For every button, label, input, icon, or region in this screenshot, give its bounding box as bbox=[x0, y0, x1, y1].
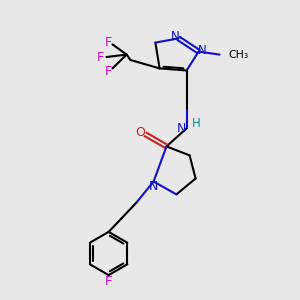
Text: N: N bbox=[198, 44, 207, 57]
Text: F: F bbox=[105, 275, 112, 288]
Text: O: O bbox=[135, 126, 145, 140]
Text: CH₃: CH₃ bbox=[229, 50, 249, 60]
Text: F: F bbox=[104, 36, 112, 49]
Text: N: N bbox=[149, 180, 158, 194]
Text: N: N bbox=[170, 30, 179, 44]
Text: F: F bbox=[105, 65, 112, 78]
Text: F: F bbox=[97, 51, 104, 64]
Text: H: H bbox=[192, 117, 201, 130]
Text: N: N bbox=[176, 122, 186, 135]
